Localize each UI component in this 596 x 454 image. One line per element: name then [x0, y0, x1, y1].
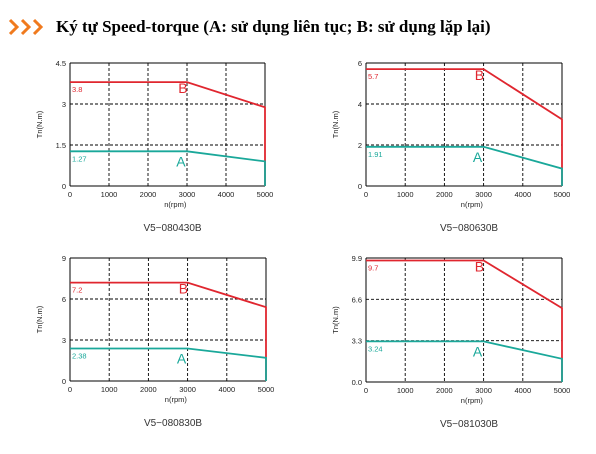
series-a-name-label: A	[473, 343, 483, 359]
y-tick-label: 6.6	[352, 295, 362, 304]
header: Ký tự Speed-torque (A: sử dụng liên tục;…	[8, 14, 588, 40]
x-tick-label: 0	[364, 386, 368, 395]
x-tick-label: 4000	[514, 190, 531, 199]
y-tick-label: 4	[358, 100, 362, 109]
y-tick-label: 6	[358, 59, 362, 68]
x-axis-label: n(rpm)	[461, 396, 484, 405]
x-axis-label: n(rpm)	[461, 200, 484, 209]
x-tick-label: 3000	[475, 190, 492, 199]
series-b-line	[70, 281, 267, 381]
chart-caption: V5−080630B	[440, 223, 498, 234]
series-b-value-label: 9.7	[368, 264, 378, 273]
x-tick-label: 0	[364, 190, 368, 199]
y-tick-label: 2	[358, 141, 362, 150]
y-axis-label: Tn(N.m)	[35, 305, 44, 333]
series-a-name-label: A	[176, 153, 186, 169]
y-axis-label: Tn(N.m)	[331, 306, 340, 334]
series-a-value-label: 1.91	[368, 150, 383, 159]
series-b-name-label: B	[475, 259, 484, 275]
x-tick-label: 2000	[436, 190, 453, 199]
series-b-name-label: B	[475, 67, 484, 83]
x-tick-label: 5000	[554, 386, 571, 395]
series-a-line	[366, 340, 563, 382]
series-b-name-label: B	[178, 80, 187, 96]
y-tick-label: 0	[62, 182, 66, 191]
series-b-name-label: B	[179, 281, 188, 297]
series-b-value-label: 3.8	[72, 85, 82, 94]
chevron-2	[20, 18, 32, 36]
x-tick-label: 1000	[397, 190, 414, 199]
chevron-1	[8, 18, 20, 36]
chart-3: 0 1000 2000 3000 4000 5000 0 3 6 9 n(rpm) Tn(N.m) V5…	[35, 254, 274, 429]
chart-caption: V5−080830B	[144, 418, 202, 429]
series-a-line	[70, 150, 266, 186]
x-tick-label: 3000	[179, 385, 196, 394]
series-a-value-label: 2.38	[72, 351, 87, 360]
series-a-name-label: A	[177, 350, 187, 366]
x-axis-label: n(rpm)	[165, 395, 188, 404]
y-tick-label: 0	[358, 182, 362, 191]
chart-2: 0 1000 2000 3000 4000 5000 0 2 4 6 n(rpm) Tn(N.m) V5…	[331, 59, 570, 234]
x-tick-label: 3000	[179, 190, 196, 199]
series-a-line	[366, 145, 563, 186]
series-a-value-label: 1.27	[72, 154, 87, 163]
x-tick-label: 5000	[257, 190, 274, 199]
x-tick-label: 4000	[514, 386, 531, 395]
y-tick-label: 6	[62, 295, 66, 304]
series-b-line	[70, 81, 266, 186]
chart-caption: V5−081030B	[440, 419, 498, 430]
series-b-value-label: 7.2	[72, 286, 82, 295]
page-title: Ký tự Speed-torque (A: sử dụng liên tục;…	[56, 17, 491, 36]
series-b-line	[366, 259, 563, 382]
x-tick-label: 1000	[101, 190, 118, 199]
y-tick-label: 3	[62, 100, 66, 109]
series-b-line	[366, 68, 563, 186]
y-tick-label: 0	[62, 377, 66, 386]
x-axis-label: n(rpm)	[164, 200, 187, 209]
chevrons-icon	[8, 18, 44, 36]
y-axis-label: Tn(N.m)	[331, 110, 340, 138]
chart-1: 0 1000 2000 3000 4000 5000 0 1.5 3 4.5 n(rpm) Tn(N.…	[35, 59, 273, 234]
x-tick-label: 5000	[258, 385, 275, 394]
x-tick-label: 0	[68, 385, 72, 394]
x-tick-label: 4000	[218, 385, 235, 394]
y-tick-label: 3	[62, 336, 66, 345]
x-tick-label: 5000	[554, 190, 571, 199]
y-tick-label: 9.9	[352, 254, 362, 263]
series-b-value-label: 5.7	[368, 72, 378, 81]
x-tick-label: 0	[68, 190, 72, 199]
series-a-line	[70, 347, 267, 381]
x-tick-label: 2000	[140, 385, 157, 394]
x-tick-label: 1000	[101, 385, 118, 394]
x-tick-label: 1000	[397, 386, 414, 395]
series-a-name-label: A	[473, 149, 483, 165]
x-tick-label: 2000	[140, 190, 157, 199]
series-a-value-label: 3.24	[368, 344, 383, 353]
y-tick-label: 9	[62, 254, 66, 263]
x-tick-label: 4000	[218, 190, 235, 199]
y-tick-label: 4.5	[56, 59, 66, 68]
y-axis-label: Tn(N.m)	[35, 110, 44, 138]
y-tick-label: 0.0	[352, 378, 362, 387]
y-tick-label: 1.5	[56, 141, 66, 150]
chart-4: 0 1000 2000 3000 4000 5000 0.0 3.3 6.6 9.9 n(rpm) T…	[331, 254, 570, 430]
x-tick-label: 2000	[436, 386, 453, 395]
y-tick-label: 3.3	[352, 337, 362, 346]
x-tick-label: 3000	[475, 386, 492, 395]
chevron-3	[32, 18, 44, 36]
chart-caption: V5−080430B	[143, 223, 201, 234]
